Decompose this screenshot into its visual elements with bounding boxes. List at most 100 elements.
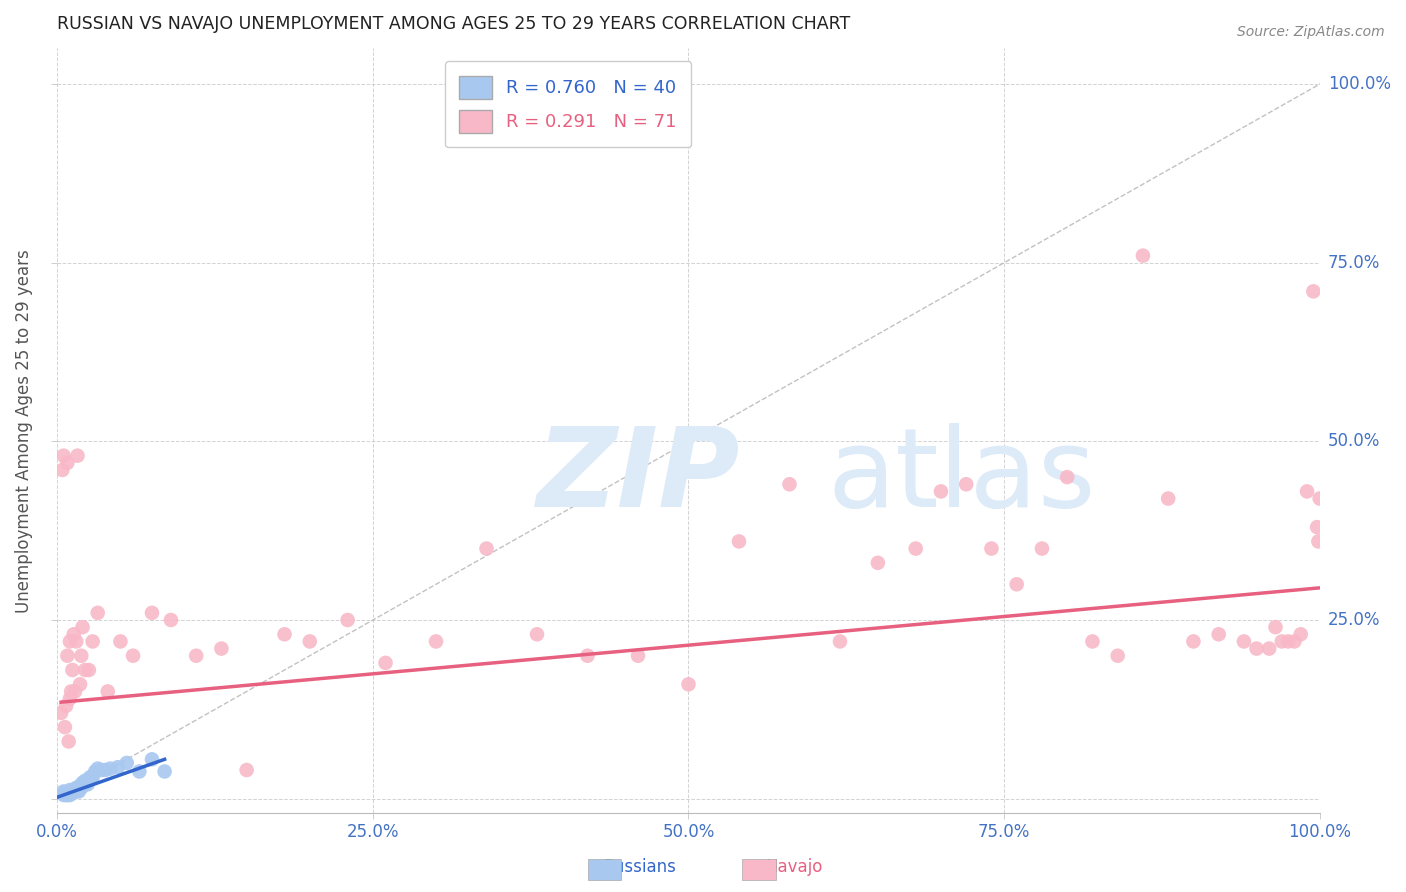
Point bbox=[1309, 491, 1331, 506]
Point bbox=[980, 541, 1002, 556]
Text: Source: ZipAtlas.com: Source: ZipAtlas.com bbox=[1237, 25, 1385, 39]
Point bbox=[52, 786, 75, 800]
Point bbox=[80, 772, 103, 786]
Point bbox=[65, 634, 87, 648]
Text: Navajo: Navajo bbox=[766, 858, 823, 876]
Point bbox=[1081, 634, 1104, 648]
Point bbox=[94, 763, 117, 777]
Point bbox=[77, 773, 100, 788]
Point bbox=[1182, 634, 1205, 648]
Point bbox=[1233, 634, 1256, 648]
Point bbox=[75, 776, 97, 790]
Point bbox=[1308, 534, 1330, 549]
Point bbox=[374, 656, 396, 670]
Point bbox=[56, 786, 79, 800]
Point bbox=[72, 620, 94, 634]
Text: 50.0%: 50.0% bbox=[1329, 433, 1381, 450]
Text: Russians: Russians bbox=[603, 858, 676, 876]
Point bbox=[69, 779, 91, 793]
Point bbox=[55, 698, 77, 713]
Point bbox=[866, 556, 889, 570]
Point bbox=[1302, 285, 1324, 299]
Point bbox=[1264, 620, 1286, 634]
Point bbox=[76, 777, 98, 791]
Point bbox=[298, 634, 321, 648]
Point bbox=[59, 634, 82, 648]
Point bbox=[955, 477, 977, 491]
Point bbox=[82, 770, 104, 784]
Point bbox=[128, 764, 150, 779]
Point bbox=[67, 784, 90, 798]
Point bbox=[141, 606, 163, 620]
Point bbox=[51, 463, 73, 477]
Point bbox=[73, 777, 96, 791]
Point bbox=[1296, 484, 1319, 499]
Text: ZIP: ZIP bbox=[537, 423, 741, 530]
Point bbox=[1246, 641, 1268, 656]
Legend: R = 0.760   N = 40, R = 0.291   N = 71: R = 0.760 N = 40, R = 0.291 N = 71 bbox=[446, 62, 692, 147]
Point bbox=[336, 613, 359, 627]
Point bbox=[75, 663, 97, 677]
Point bbox=[75, 773, 97, 788]
Point bbox=[65, 783, 87, 797]
Point bbox=[52, 784, 75, 798]
Point bbox=[627, 648, 650, 663]
Point bbox=[69, 677, 91, 691]
Point bbox=[425, 634, 447, 648]
Point bbox=[1056, 470, 1078, 484]
Point bbox=[1271, 634, 1294, 648]
Point bbox=[53, 720, 76, 734]
Text: 75.0%: 75.0% bbox=[1329, 254, 1381, 272]
Point bbox=[1132, 249, 1154, 263]
Point bbox=[58, 734, 80, 748]
Point bbox=[59, 691, 82, 706]
Point bbox=[56, 788, 79, 802]
Point bbox=[160, 613, 183, 627]
Point bbox=[1277, 634, 1299, 648]
Point bbox=[107, 760, 129, 774]
Point bbox=[1306, 520, 1329, 534]
Point bbox=[97, 684, 120, 698]
Point bbox=[1005, 577, 1028, 591]
Point bbox=[1031, 541, 1053, 556]
Point bbox=[1107, 648, 1129, 663]
Point bbox=[1258, 641, 1281, 656]
Text: atlas: atlas bbox=[827, 423, 1095, 530]
Point bbox=[79, 770, 101, 784]
Point bbox=[728, 534, 751, 549]
Point bbox=[1284, 634, 1306, 648]
Point bbox=[60, 684, 83, 698]
Point bbox=[1157, 491, 1180, 506]
Point bbox=[62, 627, 84, 641]
Point bbox=[115, 756, 138, 770]
Point bbox=[52, 449, 75, 463]
Point bbox=[56, 456, 79, 470]
Text: RUSSIAN VS NAVAJO UNEMPLOYMENT AMONG AGES 25 TO 29 YEARS CORRELATION CHART: RUSSIAN VS NAVAJO UNEMPLOYMENT AMONG AGE… bbox=[58, 15, 851, 33]
Point bbox=[66, 783, 89, 797]
Point bbox=[678, 677, 700, 691]
Point bbox=[110, 634, 132, 648]
Y-axis label: Unemployment Among Ages 25 to 29 years: Unemployment Among Ages 25 to 29 years bbox=[15, 249, 32, 613]
Point bbox=[49, 706, 72, 720]
Point bbox=[235, 763, 257, 777]
Point bbox=[929, 484, 952, 499]
Point bbox=[904, 541, 927, 556]
Point bbox=[52, 788, 75, 802]
Point bbox=[59, 788, 82, 802]
Point bbox=[273, 627, 295, 641]
Point bbox=[72, 779, 94, 793]
Point bbox=[63, 684, 86, 698]
Point bbox=[69, 780, 91, 795]
Text: 100.0%: 100.0% bbox=[1329, 75, 1391, 93]
Point bbox=[77, 663, 100, 677]
Point bbox=[70, 648, 93, 663]
Point bbox=[62, 786, 84, 800]
Point bbox=[59, 786, 82, 800]
Point bbox=[186, 648, 208, 663]
Point bbox=[98, 762, 121, 776]
Point bbox=[62, 663, 84, 677]
Point bbox=[56, 648, 79, 663]
Point bbox=[65, 780, 87, 795]
Point bbox=[576, 648, 599, 663]
Point bbox=[526, 627, 548, 641]
